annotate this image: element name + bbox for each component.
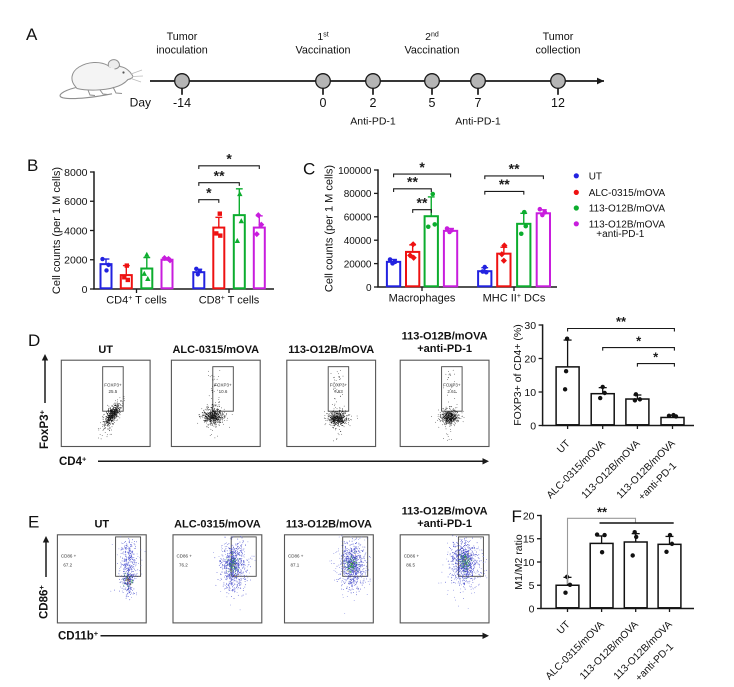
svg-text:FOXP3+ of CD4+ (%): FOXP3+ of CD4+ (%): [512, 324, 524, 426]
svg-text:67.2: 67.2: [63, 563, 72, 568]
svg-text:collection: collection: [535, 45, 580, 57]
svg-text:FOXP3+: FOXP3+: [330, 382, 348, 387]
svg-text:**: **: [597, 505, 608, 520]
svg-text:CD86+: CD86+: [37, 585, 51, 619]
svg-text:20: 20: [523, 510, 535, 522]
svg-text:CD86 +: CD86 +: [404, 554, 420, 559]
svg-text:113-O12B/mOVA: 113-O12B/mOVA: [286, 519, 372, 531]
svg-text:4000: 4000: [64, 225, 88, 237]
svg-text:Anti-PD-1: Anti-PD-1: [350, 116, 396, 128]
svg-text:Vaccination: Vaccination: [295, 45, 350, 57]
svg-text:15: 15: [523, 534, 535, 546]
svg-text:B: B: [27, 156, 38, 175]
svg-text:Tumor: Tumor: [543, 31, 574, 43]
svg-text:113-O12B/mOVA: 113-O12B/mOVA: [589, 219, 666, 230]
svg-text:CD8+ T cells: CD8+ T cells: [199, 295, 260, 307]
svg-text:**: **: [407, 174, 418, 190]
svg-text:6000: 6000: [64, 196, 88, 208]
svg-text:80000: 80000: [344, 189, 372, 200]
svg-text:F: F: [512, 507, 522, 526]
svg-text:*: *: [636, 333, 642, 348]
svg-text:CD86 +: CD86 +: [288, 554, 304, 559]
svg-text:12: 12: [551, 96, 565, 110]
svg-text:20000: 20000: [344, 259, 372, 270]
svg-text:Anti-PD-1: Anti-PD-1: [455, 116, 501, 128]
svg-text:20: 20: [524, 353, 536, 365]
svg-text:*: *: [653, 349, 659, 364]
svg-text:+anti-PD-1: +anti-PD-1: [596, 229, 645, 240]
svg-text:**: **: [509, 161, 520, 177]
svg-text:*: *: [419, 159, 425, 175]
svg-text:30: 30: [524, 320, 536, 332]
svg-text:Cell counts (per 1 M cells): Cell counts (per 1 M cells): [324, 165, 336, 292]
svg-text:7.63: 7.63: [334, 389, 343, 394]
svg-text:**: **: [616, 314, 627, 329]
svg-text:Tumor: Tumor: [167, 31, 198, 43]
svg-text:0: 0: [530, 420, 536, 432]
svg-text:UT: UT: [589, 171, 602, 182]
svg-text:87.1: 87.1: [291, 563, 300, 568]
svg-text:0: 0: [82, 284, 88, 296]
svg-text:0: 0: [529, 603, 535, 615]
svg-text:UT: UT: [98, 344, 113, 356]
svg-text:D: D: [28, 331, 40, 350]
svg-text:C: C: [303, 160, 315, 179]
svg-text:ALC-0315/mOVA: ALC-0315/mOVA: [172, 344, 259, 356]
svg-text:1st: 1st: [317, 31, 328, 43]
svg-text:7: 7: [475, 96, 482, 110]
svg-text:113-O12B/mOVA: 113-O12B/mOVA: [402, 331, 488, 343]
svg-text:inoculation: inoculation: [156, 45, 208, 57]
svg-text:ALC-0315/mOVA: ALC-0315/mOVA: [589, 188, 666, 199]
svg-text:*: *: [226, 151, 232, 167]
svg-text:Vaccination: Vaccination: [404, 45, 459, 57]
svg-text:10: 10: [523, 557, 535, 569]
svg-text:113-O12B/mOVA: 113-O12B/mOVA: [402, 506, 488, 518]
svg-text:Cell counts (per 1 M cells): Cell counts (per 1 M cells): [51, 167, 63, 294]
svg-text:2: 2: [370, 96, 377, 110]
svg-text:2000: 2000: [64, 255, 88, 267]
svg-text:113-O12B/mOVA: 113-O12B/mOVA: [288, 344, 374, 356]
svg-text:5: 5: [429, 96, 436, 110]
svg-text:CD86 +: CD86 +: [177, 554, 193, 559]
svg-text:A: A: [26, 25, 38, 44]
svg-text:ALC-0315/mOVA: ALC-0315/mOVA: [174, 519, 261, 531]
svg-text:**: **: [417, 194, 428, 210]
svg-text:FOXP3+: FOXP3+: [104, 382, 122, 387]
svg-text:Macrophages: Macrophages: [389, 293, 456, 305]
svg-text:CD4+ T cells: CD4+ T cells: [106, 295, 167, 307]
svg-text:8000: 8000: [64, 167, 88, 179]
svg-text:E: E: [28, 513, 39, 532]
svg-text:2.61: 2.61: [447, 389, 456, 394]
svg-text:Day: Day: [130, 96, 151, 110]
svg-text:**: **: [499, 176, 510, 192]
svg-text:MHC II+ DCs: MHC II+ DCs: [483, 293, 546, 305]
svg-text:*: *: [206, 184, 212, 200]
svg-text:60000: 60000: [344, 213, 372, 224]
svg-text:+anti-PD-1: +anti-PD-1: [417, 343, 472, 355]
svg-text:-14: -14: [173, 96, 191, 110]
svg-text:0: 0: [366, 283, 372, 294]
svg-text:+anti-PD-1: +anti-PD-1: [417, 518, 472, 530]
svg-text:FOXP3+: FOXP3+: [443, 382, 461, 387]
svg-text:0: 0: [320, 96, 327, 110]
svg-text:CD4+: CD4+: [59, 455, 87, 469]
svg-text:**: **: [214, 167, 225, 183]
svg-text:10: 10: [524, 387, 536, 399]
svg-text:5: 5: [529, 580, 535, 592]
svg-text:100000: 100000: [338, 166, 372, 177]
svg-text:76.2: 76.2: [179, 563, 188, 568]
svg-text:10.6: 10.6: [219, 389, 228, 394]
svg-text:40000: 40000: [344, 236, 372, 247]
svg-text:UT: UT: [94, 519, 109, 531]
svg-text:86.5: 86.5: [406, 563, 415, 568]
svg-text:FoxP3+: FoxP3+: [38, 409, 52, 449]
svg-text:113-O12B/mOVA: 113-O12B/mOVA: [589, 204, 666, 215]
svg-text:M1/M2 ratio: M1/M2 ratio: [513, 534, 525, 590]
svg-text:25.5: 25.5: [109, 389, 118, 394]
svg-text:CD11b+: CD11b+: [58, 629, 99, 643]
svg-text:FOXP3+: FOXP3+: [214, 382, 232, 387]
svg-text:CD86 +: CD86 +: [61, 554, 77, 559]
